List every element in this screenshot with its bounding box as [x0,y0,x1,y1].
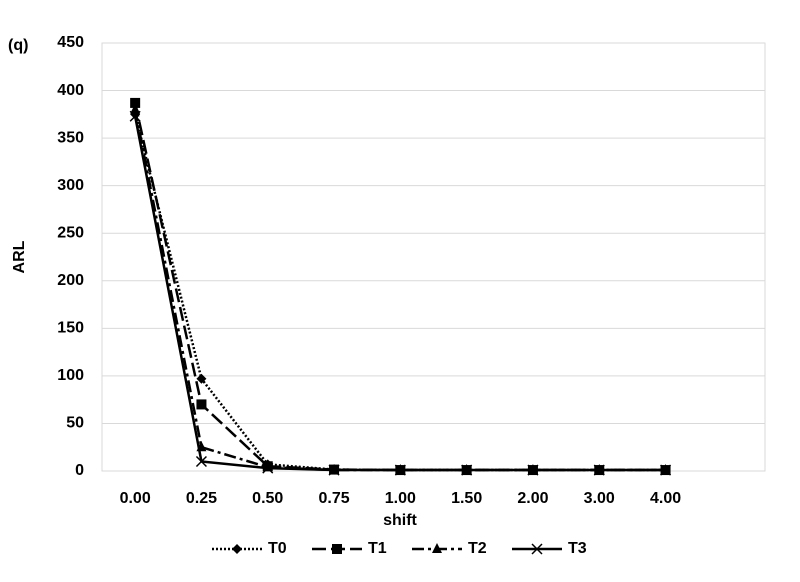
marker [130,103,141,114]
x-tick-label: 0.25 [186,490,217,507]
series [130,97,671,476]
x-tick-label: 0.50 [252,490,283,507]
series [129,110,672,476]
marker [394,464,406,476]
x-axis-label: shift [383,512,417,529]
series [130,103,671,475]
marker [660,464,672,476]
series [130,109,671,476]
x-tick-label: 2.00 [517,490,548,507]
y-tick-label: 200 [57,272,84,289]
legend-marker [531,543,543,555]
y-tick-label: 50 [66,415,84,432]
legend-marker [332,544,342,554]
chart-title: (q) [8,37,28,54]
legend-label: T2 [468,540,487,557]
x-tick-label: 0.75 [318,490,349,507]
marker [129,110,141,122]
y-tick-label: 250 [57,224,84,241]
y-tick-label: 100 [57,367,84,384]
marker [262,462,274,474]
marker [195,455,207,468]
marker [593,464,605,476]
marker [328,464,340,476]
y-tick-label: 450 [57,34,84,51]
x-tick-label: 4.00 [650,490,681,507]
x-tick-label: 0.00 [120,490,151,507]
x-tick-label: 3.00 [584,490,615,507]
marker [196,399,207,410]
y-tick-label: 400 [57,82,84,99]
y-tick-label: 0 [75,462,84,479]
x-tick-label: 1.50 [451,490,482,507]
y-tick-label: 350 [57,129,84,146]
legend-marker [432,543,442,553]
marker [461,464,473,476]
y-tick-label: 300 [57,177,84,194]
y-tick-label: 150 [57,320,84,337]
legend-label: T1 [368,540,387,557]
marker [130,97,141,108]
marker [527,464,539,476]
x-tick-label: 1.00 [385,490,416,507]
legend-label: T3 [568,540,587,557]
y-axis-label: ARL [11,240,28,273]
series-line [133,102,666,472]
legend-marker [232,544,242,554]
marker [196,373,207,384]
legend-label: T0 [268,540,287,557]
